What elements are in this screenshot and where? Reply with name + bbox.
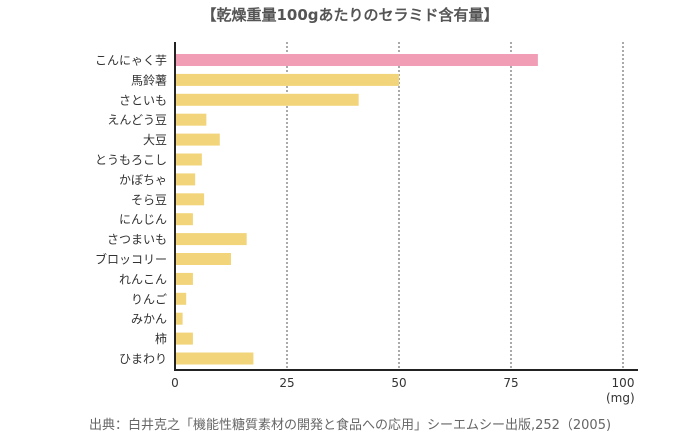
x-tick-label: 0 bbox=[171, 376, 179, 390]
category-label: とうもろこし bbox=[95, 153, 167, 167]
x-tick-label: 75 bbox=[503, 376, 518, 390]
bar bbox=[175, 332, 193, 345]
bar bbox=[175, 312, 183, 325]
x-axis-unit: (mg) bbox=[606, 391, 635, 405]
category-label: みかん bbox=[131, 312, 167, 326]
bar bbox=[175, 153, 202, 166]
category-label: ブロッコリー bbox=[95, 252, 167, 267]
bar bbox=[175, 54, 538, 66]
category-label: そら豆 bbox=[131, 193, 167, 207]
x-tick-label: 25 bbox=[279, 376, 294, 390]
category-label: かぼちゃ bbox=[119, 173, 167, 187]
category-label: りんご bbox=[131, 291, 167, 306]
x-tick-label: 50 bbox=[391, 376, 406, 390]
bar bbox=[175, 272, 193, 285]
category-label: えんどう豆 bbox=[107, 113, 167, 127]
category-label: ひまわり bbox=[119, 352, 167, 366]
category-label: こんにゃく芋 bbox=[95, 54, 167, 68]
chart-title: 【乾燥重量100gあたりのセラミド含有量】 bbox=[201, 6, 499, 24]
category-label: 馬鈴薯 bbox=[131, 72, 167, 87]
bar bbox=[175, 253, 231, 265]
bar bbox=[175, 213, 193, 226]
category-label: 柿 bbox=[155, 331, 167, 346]
source-citation: 出典：白井克之「機能性糖質素材の開発と食品への応用」シーエムシー出版,252（2… bbox=[88, 418, 612, 433]
category-label: にんじん bbox=[119, 213, 167, 227]
bar bbox=[175, 233, 247, 246]
bar bbox=[175, 113, 207, 126]
bar bbox=[175, 133, 220, 146]
category-label: さといも bbox=[119, 93, 167, 107]
x-tick-label: 100 bbox=[612, 376, 635, 390]
bar bbox=[175, 193, 205, 206]
bar bbox=[175, 292, 187, 305]
bar bbox=[175, 93, 359, 106]
category-label: 大豆 bbox=[143, 133, 167, 147]
bar bbox=[175, 352, 254, 365]
bar bbox=[175, 73, 399, 86]
category-label: れんこん bbox=[119, 272, 167, 286]
bar bbox=[175, 173, 196, 186]
category-label: さつまいも bbox=[107, 233, 167, 247]
